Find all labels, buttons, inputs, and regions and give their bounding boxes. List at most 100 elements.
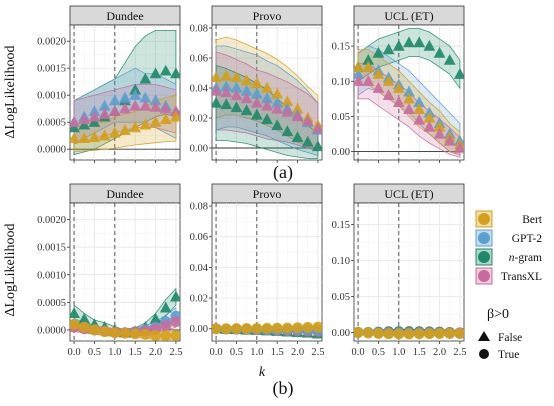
point-transxl (443, 134, 456, 146)
point-ngram (312, 140, 322, 152)
point-ngram (271, 119, 284, 131)
x-tick-label: 2.0 (291, 347, 304, 358)
legend-item-transxl: TransXL (475, 267, 542, 285)
point-transxl (250, 96, 263, 108)
point-gpt2 (403, 85, 415, 97)
point-ngram (301, 135, 314, 147)
point-bert (444, 328, 456, 339)
point-gpt2 (108, 94, 121, 106)
point-transxl (372, 82, 385, 93)
panel-1-2: UCL (ET) 0.00 0.05 0.10 0.15 0.0 0.5 1.0 1.5 2.0 2… (332, 183, 466, 358)
point-transxl (392, 96, 405, 107)
panel-0-1: Provo 0.00 0.02 0.04 0.06 0.08 (190, 5, 323, 163)
ribbon-ngram (357, 28, 461, 90)
panel-1-0: Dundee 0.0000 0.0005 0.0010 0.0015 0.0020 0.0 0… (37, 183, 182, 358)
point-ngram (159, 301, 172, 313)
legend-label-bert: Bert (522, 214, 543, 226)
x-tick-label: 2.5 (453, 347, 466, 358)
legend-dot-transxl (478, 270, 490, 282)
point-transxl (108, 105, 121, 117)
point-bert (220, 69, 233, 81)
point-ngram (230, 101, 243, 113)
legend-item-gpt2: GPT-2 (475, 229, 542, 247)
point-gpt2 (119, 91, 131, 103)
point-ngram (423, 39, 436, 51)
point-bert (212, 323, 222, 335)
y-tick-label: 0.0000 (37, 145, 66, 156)
point-bert (150, 330, 161, 341)
y-tick-label: 0.0015 (37, 243, 66, 254)
point-transxl (230, 89, 243, 101)
point-bert (292, 322, 303, 334)
point-bert (291, 102, 304, 114)
x-tick-label: 2.0 (433, 347, 446, 358)
point-transxl (301, 114, 314, 126)
point-ngram (240, 104, 253, 116)
legend-label-true: True (498, 349, 519, 361)
legend-item-ngram: n-gram (475, 248, 542, 266)
point-bert (392, 82, 405, 93)
x-tick-label: 1.5 (271, 347, 284, 358)
point-transxl (159, 102, 172, 114)
point-gpt2 (98, 99, 111, 111)
point-transxl (98, 107, 111, 119)
y-tick-label: 0.08 (190, 202, 208, 213)
point-ngram (212, 96, 222, 108)
point-bert (393, 328, 405, 340)
legend-item-false: False (478, 331, 522, 344)
point-bert (423, 111, 436, 123)
point-bert (250, 77, 263, 89)
panel-label-a: (a) (273, 162, 293, 183)
point-transxl (212, 84, 222, 96)
x-tick-label: 2.0 (149, 347, 162, 358)
y-axis-title-bottom: ΔLogLikelihood (3, 224, 18, 317)
strip-title: Dundee (106, 187, 143, 201)
legend-dot-ngram (478, 251, 490, 263)
point-bert (413, 328, 425, 340)
y-tick-label: 0.00 (332, 147, 350, 158)
y-tick-label: 0.04 (190, 84, 209, 95)
point-transxl (78, 113, 91, 125)
panels-layer: Dundee 0.0000 0.0005 0.0010 0.0015 0.0020 Prov… (37, 5, 466, 358)
point-bert (119, 327, 131, 339)
point-bert (372, 68, 385, 79)
legend: Bert GPT-2 n-gram TransXL β>0 False True (475, 210, 543, 361)
legend-dot-gpt2 (478, 232, 490, 244)
point-gpt2 (230, 81, 243, 93)
point-bert (89, 324, 100, 336)
point-transxl (220, 86, 233, 98)
legend-circle-icon (479, 349, 489, 359)
point-ngram (159, 64, 172, 76)
legend-dot-bert (478, 213, 490, 225)
point-bert (271, 322, 283, 334)
point-bert (433, 120, 446, 132)
y-tick-label: 0.00 (190, 144, 208, 155)
point-transxl (433, 127, 446, 139)
point-transxl (119, 102, 131, 114)
panel-plot-area (70, 203, 180, 341)
point-bert (170, 330, 180, 341)
point-bert (271, 87, 284, 99)
x-tick-label: 2.5 (169, 347, 182, 358)
point-bert (220, 323, 232, 335)
point-bert (230, 71, 243, 83)
point-gpt2 (220, 80, 233, 92)
x-tick-label: 2.5 (311, 347, 324, 358)
point-bert (159, 113, 172, 125)
y-tick-label: 0.0010 (37, 91, 66, 102)
x-tick-label: 1.5 (413, 347, 426, 358)
point-ngram (149, 67, 162, 79)
panel-plot-area (70, 25, 180, 160)
point-transxl (291, 110, 304, 122)
y-tick-label: 0.05 (332, 112, 350, 123)
point-transxl (261, 99, 273, 111)
point-bert (78, 321, 90, 333)
point-bert (70, 132, 80, 144)
point-gpt2 (354, 68, 364, 79)
y-tick-label: 0.10 (332, 77, 350, 88)
x-tick-label: 1.5 (129, 347, 142, 358)
y-tick-label: 0.00 (332, 328, 350, 339)
point-bert (170, 110, 180, 122)
strip-title: Provo (253, 9, 282, 23)
